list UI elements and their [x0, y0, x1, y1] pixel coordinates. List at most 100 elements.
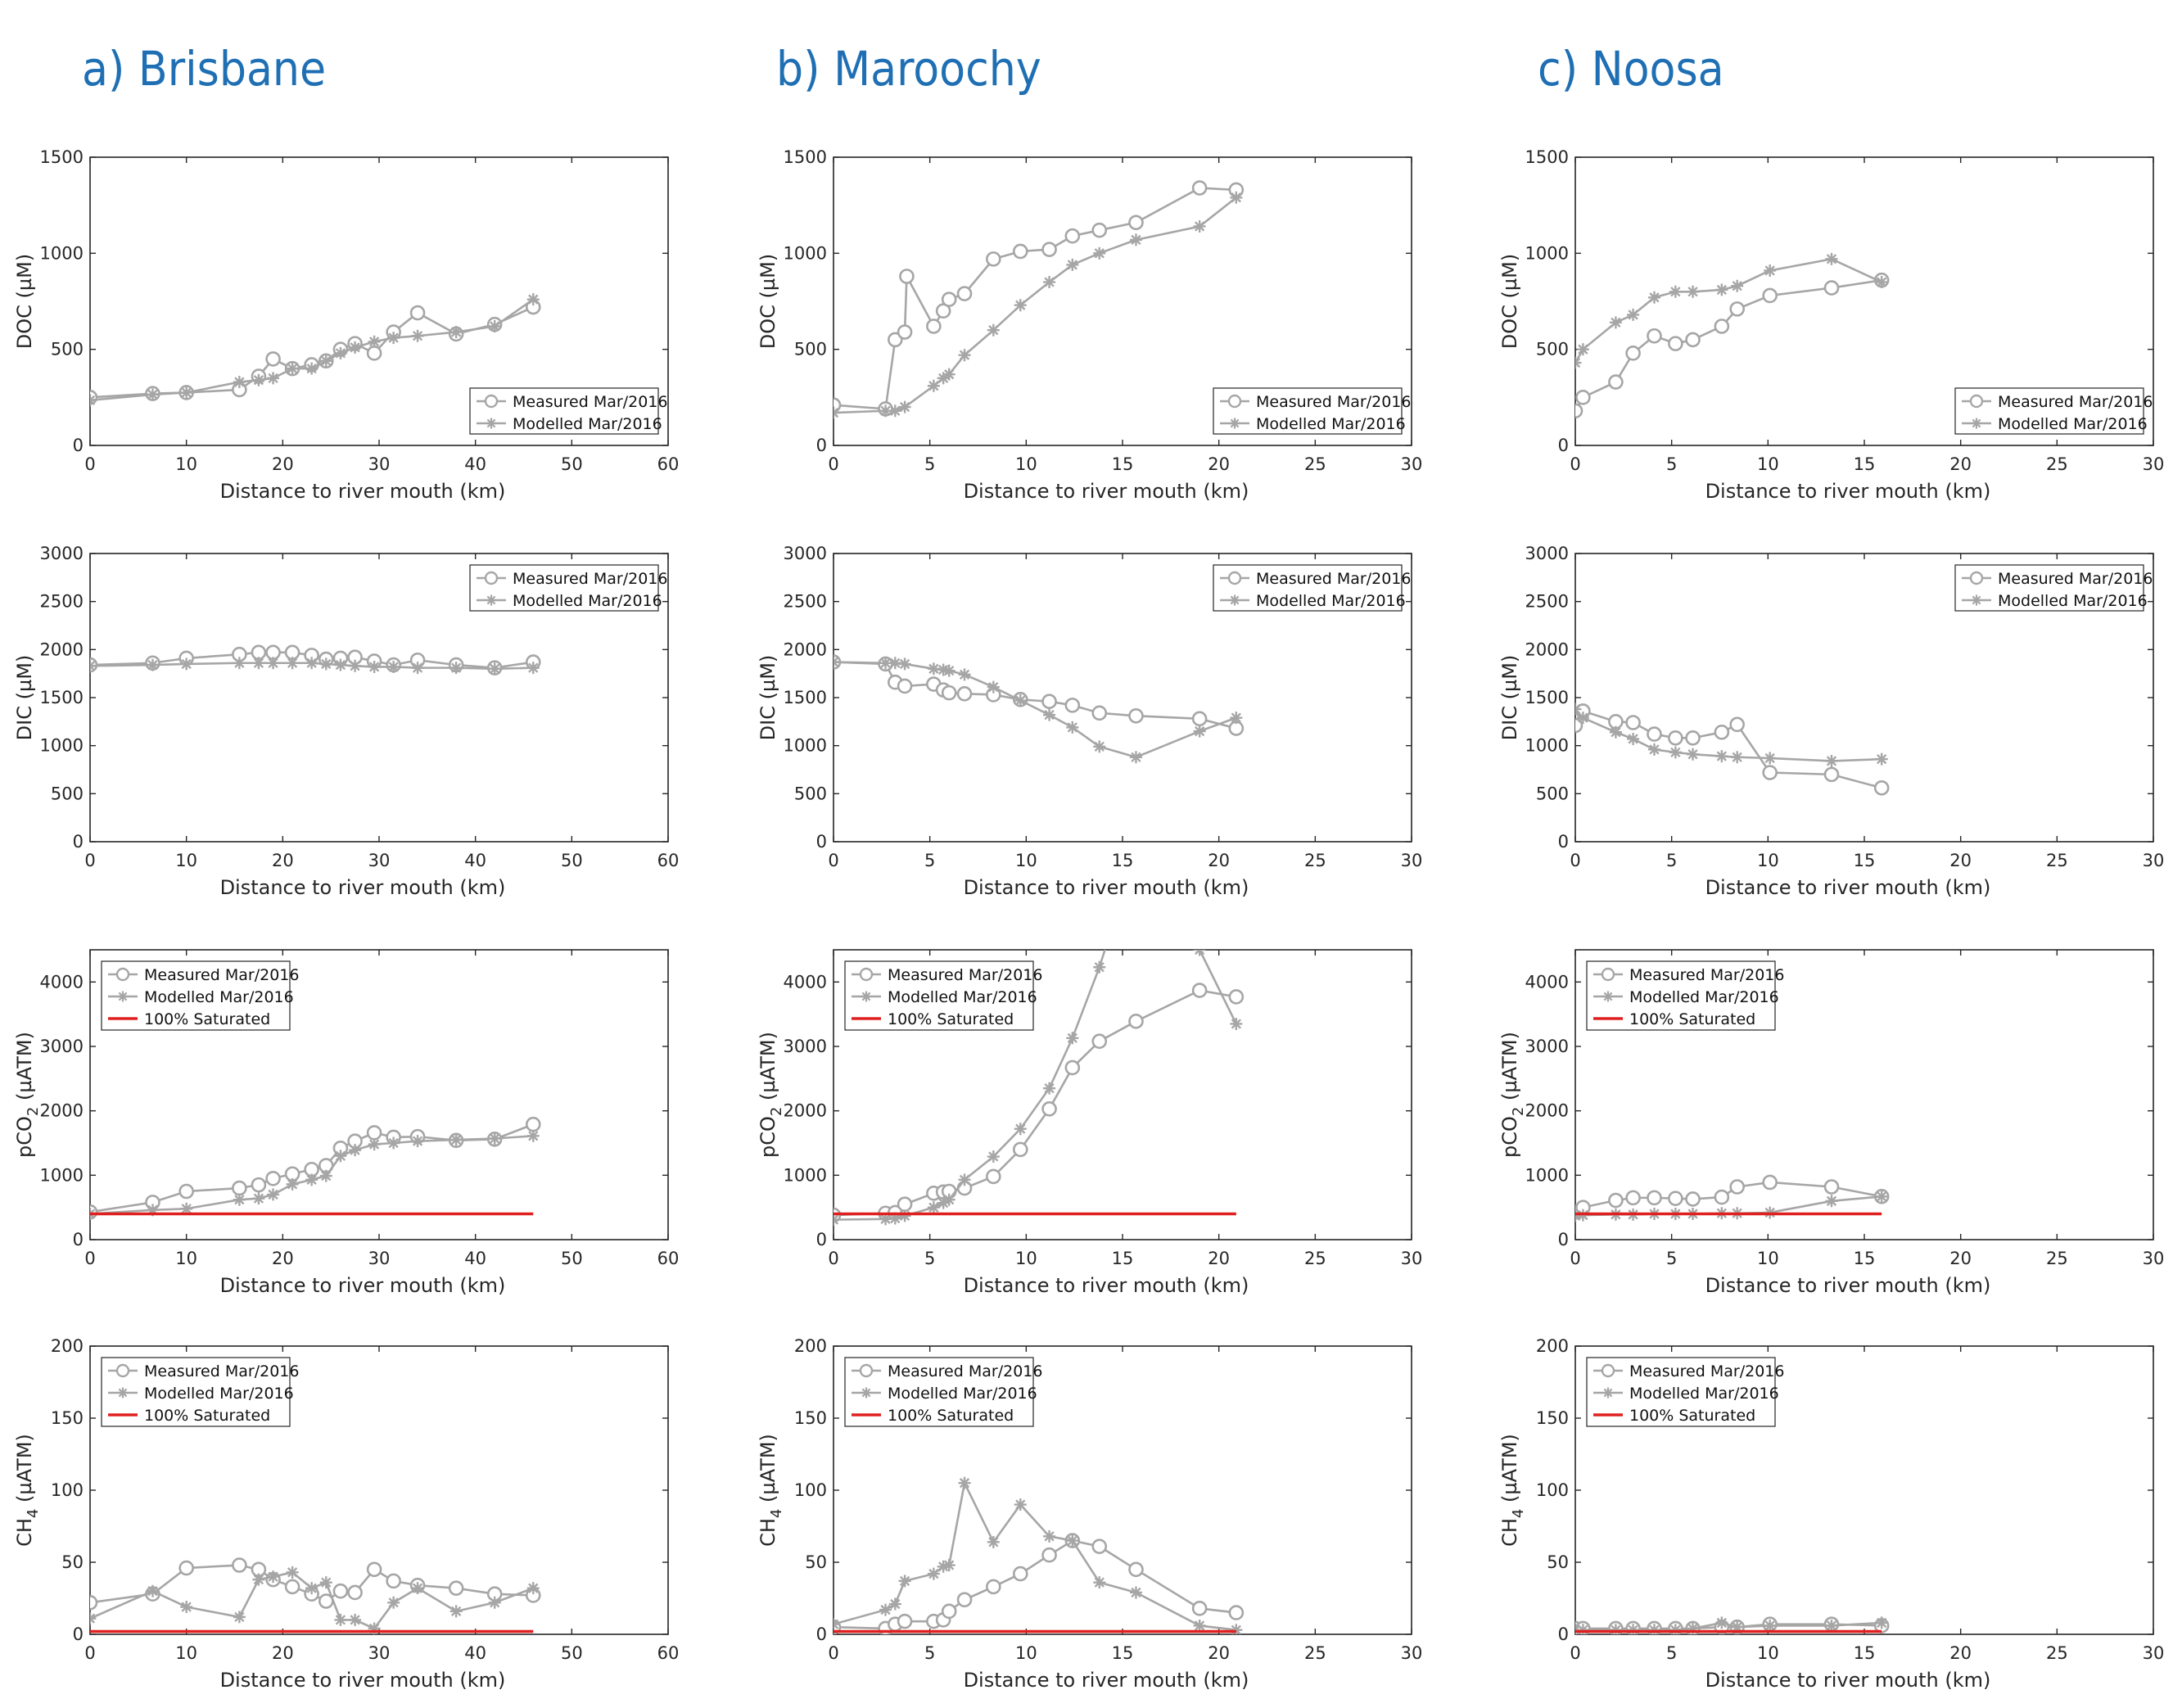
y-tick-label: 500 [794, 340, 827, 359]
chart-noosa-ch4: 0 5 10 15 20 25 30 0 50 100 150 200 Distance to rive… [1498, 1336, 2164, 1692]
modelled-point [526, 293, 540, 306]
legend-modelled-marker [861, 991, 872, 1002]
measured-point [178, 1183, 194, 1200]
modelled-point [879, 404, 892, 418]
x-tick-label: 20 [1208, 851, 1230, 870]
measured-point [1128, 1014, 1144, 1029]
modelled-point [180, 657, 193, 671]
measured-point [897, 1613, 913, 1629]
x-tick-label: 5 [924, 1249, 935, 1268]
y-tick-label: 2500 [784, 592, 827, 612]
modelled-point [987, 680, 1000, 694]
modelled-point [888, 404, 901, 418]
x-tick-label: 20 [272, 1643, 294, 1663]
y-tick-label: 0 [73, 832, 84, 852]
modelled-point [1014, 694, 1027, 707]
chart-noosa-dic: 0 5 10 15 20 25 30 0 500 1000 1500 2000 2500 3000 Dist… [1498, 544, 2164, 899]
measured-point [1729, 716, 1745, 733]
modelled-point [387, 660, 400, 673]
modelled-point [267, 1188, 280, 1201]
x-tick-label: 30 [368, 851, 391, 870]
measured-point [956, 286, 973, 301]
y-axis-label: DIC (µM) [13, 655, 36, 741]
y-tick-label: 150 [51, 1408, 84, 1428]
measured-point [1823, 280, 1840, 296]
measured-point [1091, 705, 1108, 721]
plot-data [1575, 1616, 1890, 1634]
legend-modelled-marker [1602, 1387, 1614, 1398]
x-tick-label: 20 [1208, 454, 1230, 474]
x-tick-label: 15 [1112, 454, 1134, 474]
y-tick-label: 2000 [784, 1101, 827, 1121]
x-tick-label: 10 [1757, 454, 1779, 474]
y-tick-label: 0 [73, 1230, 84, 1249]
legend-modelled-marker [486, 418, 497, 429]
legend: Measured Mar/2016 Modelled Mar/2016 [1954, 387, 2153, 435]
x-tick-label: 20 [1208, 1643, 1230, 1663]
legend: Measured Mar/2016 Modelled Mar/2016 [469, 387, 667, 435]
legend: Measured Mar/2016 Modelled Mar/2016 [1954, 564, 2153, 612]
modelled-point [252, 1573, 265, 1586]
modelled-point [834, 656, 840, 669]
modelled-point [1875, 1190, 1888, 1203]
modelled-point [349, 1144, 362, 1157]
chart-noosa-pco2: 0 5 10 15 20 25 30 0 1000 2000 3000 4000 Distance to… [1498, 949, 2164, 1297]
measured-point [1041, 1547, 1057, 1563]
legend-modelled-marker [1229, 594, 1240, 606]
modelled-point [1043, 1082, 1056, 1095]
legend-measured-marker [115, 967, 130, 982]
modelled-point [958, 1476, 971, 1489]
modelled-point [368, 335, 381, 348]
legend-modelled-marker [1971, 594, 1982, 606]
measured-point [1762, 1174, 1778, 1191]
legend: Measured Mar/2016 Modelled Mar/2016 100% S… [101, 1357, 299, 1427]
legend-label: 100% Saturated [888, 1010, 1014, 1028]
y-axis-label: pCO2 (µATM) [1498, 1032, 1527, 1158]
y-tick-label: 200 [51, 1336, 84, 1356]
x-tick-label: 20 [272, 851, 294, 870]
legend-label: Measured Mar/2016 [513, 393, 667, 411]
y-tick-label: 500 [1536, 784, 1569, 803]
legend-label: Measured Mar/2016 [1998, 393, 2153, 411]
y-tick-label: 2000 [40, 639, 84, 659]
measured-point [1128, 215, 1144, 231]
x-tick-label: 25 [1304, 1249, 1326, 1268]
modelled-point [888, 1212, 901, 1225]
modelled-point [1715, 283, 1728, 296]
modelled-point [411, 662, 424, 675]
legend-box [469, 564, 659, 612]
modelled-point [450, 1605, 463, 1618]
y-tick-label: 50 [1547, 1552, 1569, 1572]
modelled-point [1731, 1620, 1744, 1633]
x-tick-label: 40 [464, 1643, 486, 1663]
x-tick-label: 15 [1112, 1643, 1134, 1663]
measured-series-line [834, 187, 1236, 410]
y-tick-label: 2000 [40, 1101, 84, 1121]
modelled-point [1764, 264, 1777, 277]
modelled-point [879, 1603, 892, 1616]
measured-point [1729, 1179, 1745, 1195]
measured-point [366, 346, 382, 361]
legend-measured-marker [859, 1363, 874, 1378]
measured-point [956, 1592, 973, 1608]
modelled-point [1627, 732, 1640, 745]
plot-data [90, 1557, 541, 1634]
x-tick-label: 25 [1304, 454, 1326, 474]
modelled-point [146, 388, 159, 401]
modelled-point [1609, 1624, 1622, 1634]
measured-point [232, 1180, 247, 1196]
legend-measured-marker [1601, 1363, 1615, 1378]
legend-measured-marker [115, 1363, 130, 1378]
measured-point [897, 324, 913, 340]
modelled-point [180, 1601, 193, 1614]
x-tick-label: 5 [924, 851, 935, 870]
measured-point [448, 1580, 464, 1596]
legend-modelled-marker [1229, 418, 1240, 429]
modelled-point [349, 1613, 362, 1626]
y-tick-label: 200 [1536, 1336, 1569, 1356]
x-tick-label: 30 [1401, 1643, 1423, 1663]
measured-point [1625, 346, 1641, 361]
legend-label: Measured Mar/2016 [144, 966, 299, 984]
modelled-point [349, 341, 362, 354]
legend-label: Modelled Mar/2016 [144, 988, 294, 1006]
